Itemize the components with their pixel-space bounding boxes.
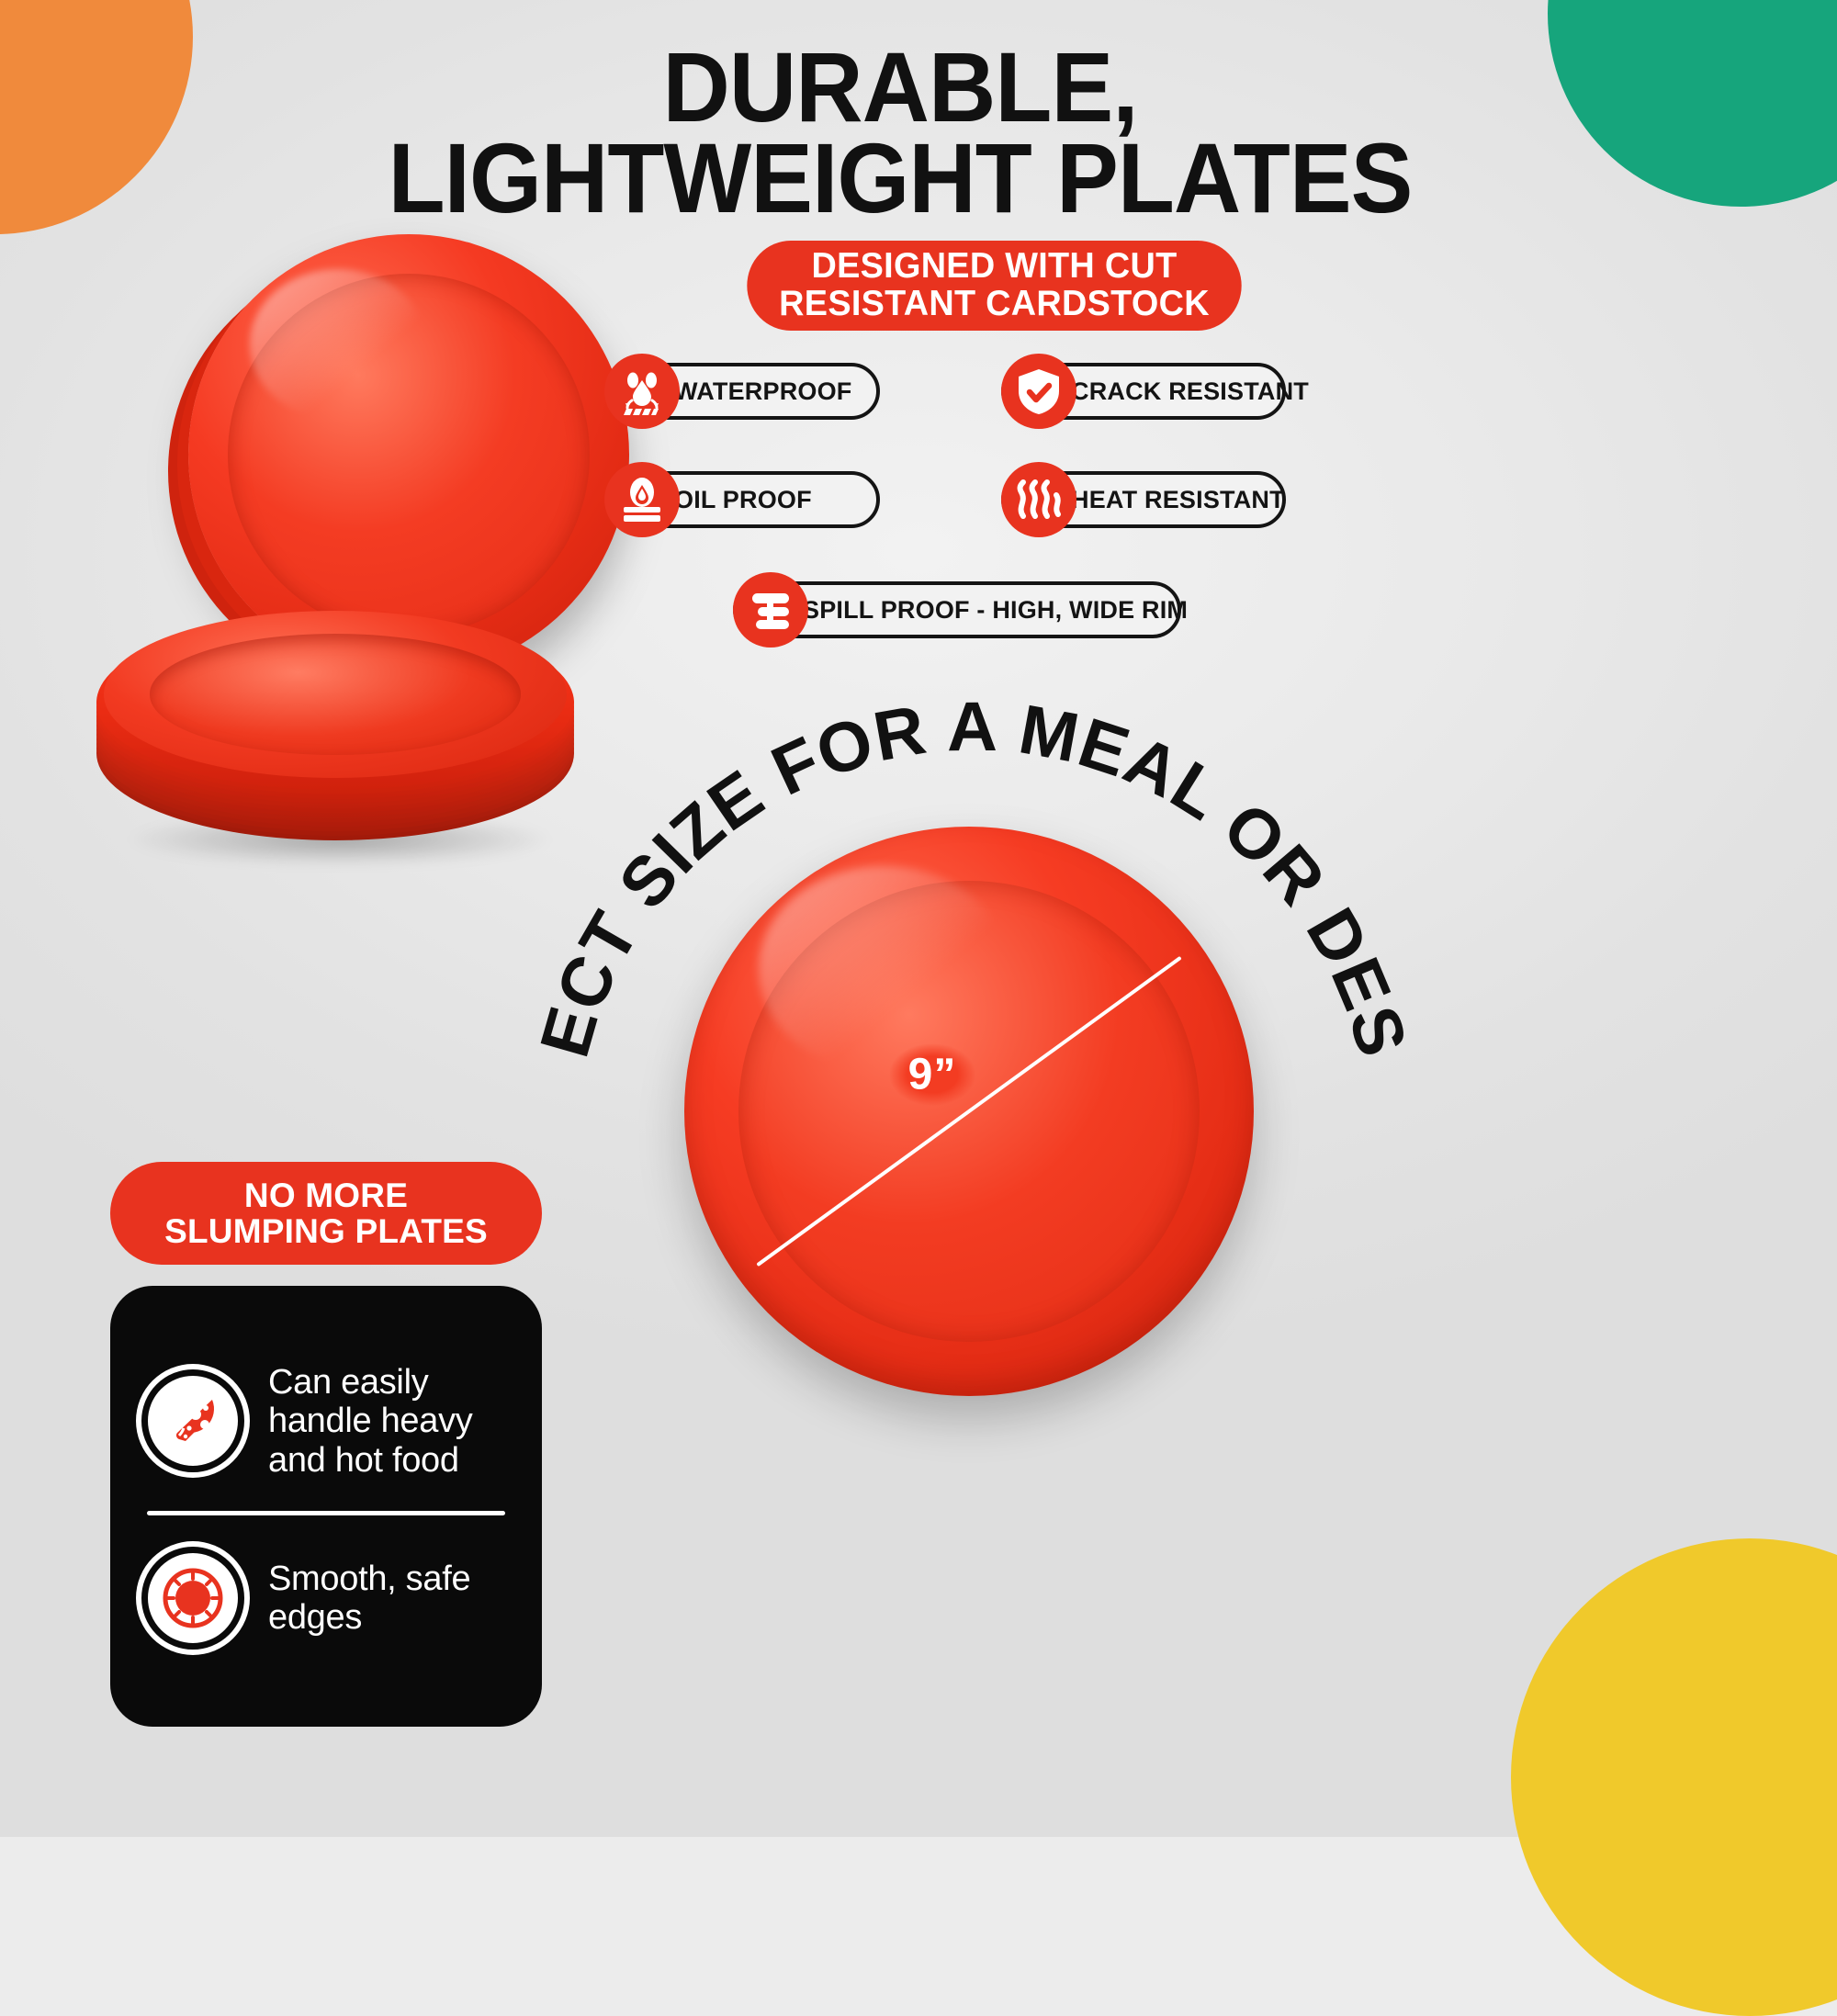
stacked-rim-icon [733, 572, 808, 648]
feature-item-waterproof: WATERPROOF [604, 354, 880, 429]
water-droplets-icon [604, 354, 680, 429]
page-title-line-2: LIGHTWEIGHT PLATES [388, 122, 1414, 234]
slump-badge-line-1: NO MORE [243, 1176, 409, 1214]
decorative-circle-yellow [1511, 1538, 1837, 2016]
designed-badge-line-2: RESISTANT CARDSTOCK [779, 284, 1210, 323]
big-plate: 9” [684, 827, 1254, 1396]
feature-list: WATERPROOF CRACK RESISTANT [597, 354, 1405, 648]
page-title-line-1: DURABLE, [662, 31, 1139, 142]
top-plate [104, 611, 567, 778]
benefit-label: Can easily handle heavy and hot food [268, 1362, 473, 1480]
feature-item-crack-resistant: CRACK RESISTANT [1001, 354, 1309, 429]
decorative-circle-teal [1548, 0, 1837, 207]
feature-item-heat-resistant: HEAT RESISTANT [1001, 462, 1286, 537]
pizza-slice-icon [141, 1369, 244, 1473]
feature-item-spill-proof: SPILL PROOF - HIGH, WIDE RIM [733, 572, 1188, 648]
feature-label: SPILL PROOF - HIGH, WIDE RIM [803, 595, 1189, 624]
slump-badge-line-2: SLUMPING PLATES [164, 1212, 488, 1250]
plate-gloss [250, 269, 427, 420]
plate-stack-image [87, 225, 629, 877]
size-plate-image: 9” [684, 827, 1254, 1414]
designed-with-badge: DESIGNED WITH CUT RESISTANT CARDSTOCK [747, 241, 1242, 331]
designed-badge-line-1: DESIGNED WITH CUT [811, 246, 1178, 287]
shield-check-icon [1001, 354, 1076, 429]
benefit-row-hot-food: Can easily handle heavy and hot food [141, 1363, 511, 1481]
size-label: 9” [889, 1043, 975, 1106]
oil-droplet-icon [604, 462, 680, 537]
feature-label: WATERPROOF [674, 377, 852, 405]
decorative-circle-orange [0, 0, 193, 234]
plate-gloss [758, 866, 1009, 1072]
benefits-card: Can easily handle heavy and hot food Smo… [110, 1286, 542, 1727]
heat-waves-icon [1001, 462, 1076, 537]
feature-label: CRACK RESISTANT [1071, 377, 1309, 405]
feature-item-oil-proof: OIL PROOF [604, 462, 880, 537]
page-title: DURABLE, LIGHTWEIGHT PLATES [339, 38, 1461, 234]
card-divider [147, 1511, 505, 1516]
standing-plate [188, 234, 629, 675]
feature-label: HEAT RESISTANT [1071, 485, 1285, 513]
no-slumping-badge: NO MORE SLUMPING PLATES [110, 1162, 542, 1265]
plate-rim-icon [141, 1547, 244, 1650]
benefit-row-safe-edges: Smooth, safe edges [141, 1547, 511, 1650]
benefit-label: Smooth, safe edges [268, 1559, 471, 1638]
plate-stack [96, 611, 574, 840]
feature-label: OIL PROOF [674, 485, 812, 513]
